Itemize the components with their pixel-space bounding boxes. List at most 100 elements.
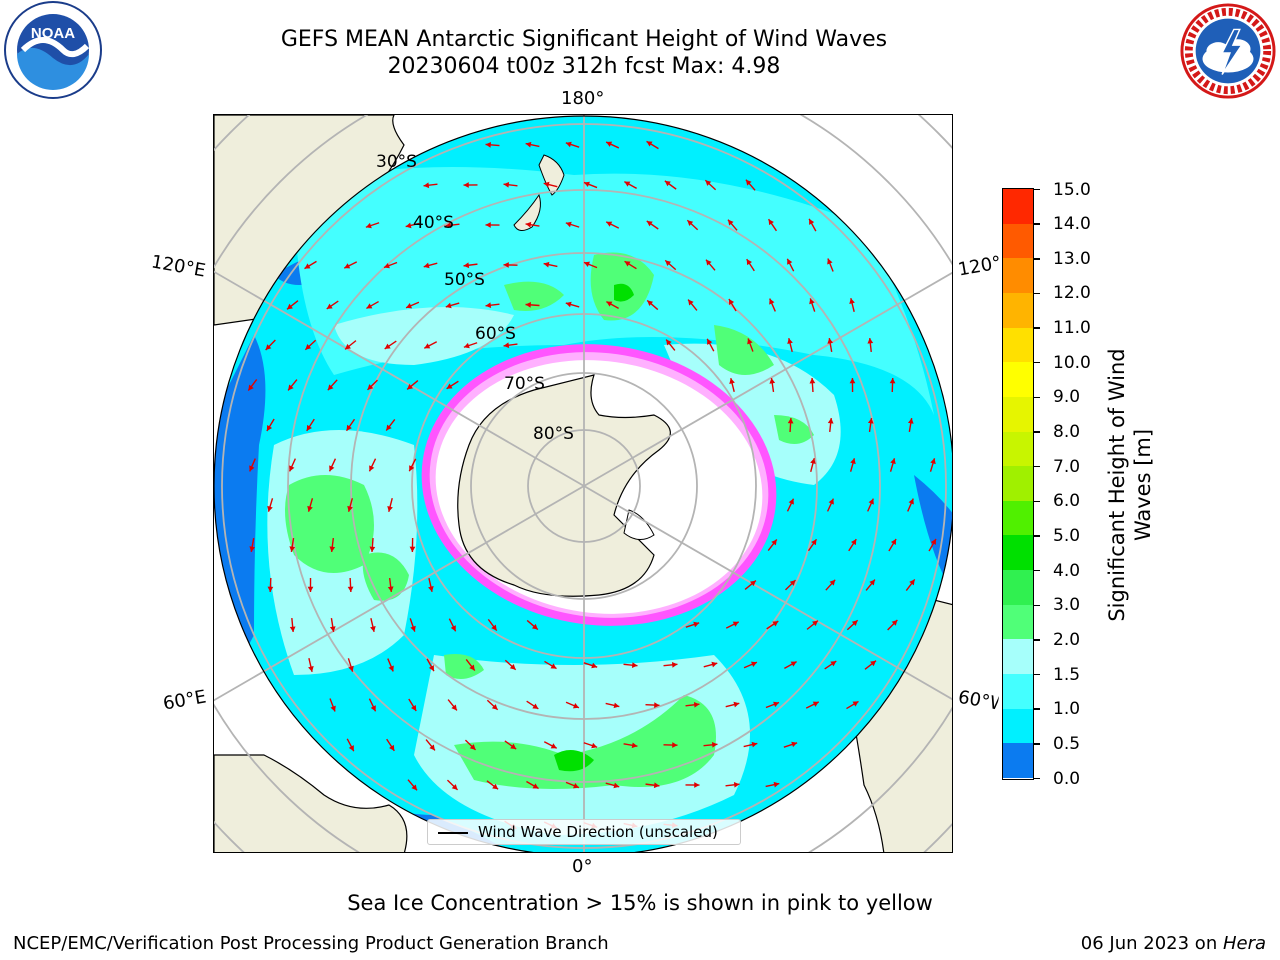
wind-arrow-head xyxy=(809,378,816,384)
colorbar-segment xyxy=(1003,466,1033,502)
colorbar-tick-mark xyxy=(1034,361,1040,364)
colorbar-tick-label: 14.0 xyxy=(1053,214,1091,235)
footer-date-text: 06 Jun 2023 on xyxy=(1080,933,1223,954)
wind-arrow-head xyxy=(812,620,818,627)
wind-arrow-head xyxy=(565,141,572,148)
wind-arrow-head xyxy=(267,586,274,592)
nws-logo xyxy=(1180,3,1276,99)
wind-arrow-head xyxy=(249,546,256,552)
wind-arrow-head xyxy=(503,262,509,268)
wind-arrow-head xyxy=(789,580,796,586)
legend-label: Wind Wave Direction (unscaled) xyxy=(478,823,718,841)
wind-arrow-head xyxy=(346,424,352,431)
lon-label-120w: 120°W xyxy=(956,252,1002,281)
wind-arrow-head xyxy=(850,458,856,465)
wind-arrow-head xyxy=(671,661,678,668)
colorbar-tick-mark xyxy=(1034,431,1040,433)
wind-wave-arrows xyxy=(247,140,937,830)
colorbar-tick-mark xyxy=(1034,500,1040,503)
wind-arrow-head xyxy=(631,742,638,749)
wind-arrow-head xyxy=(348,745,354,752)
wind-arrow-head xyxy=(654,702,660,708)
colorbar-segment xyxy=(1003,396,1033,433)
wind-arrow-head xyxy=(451,704,457,711)
wind-arrow-head xyxy=(769,378,776,384)
wind-arrow-head xyxy=(409,546,416,552)
wind-arrow-head xyxy=(383,262,390,269)
wind-arrow-head xyxy=(733,701,740,708)
wind-arrow-head xyxy=(491,704,498,710)
wind-arrow-head xyxy=(664,180,671,187)
wind-arrow-head xyxy=(469,744,476,750)
antarctica-land xyxy=(457,374,671,597)
colorbar-segment xyxy=(1003,604,1033,640)
wind-arrow-head xyxy=(450,625,456,632)
colorbar-tick-mark xyxy=(1034,535,1040,537)
wind-arrow-head xyxy=(750,661,757,667)
wind-arrow-head xyxy=(746,259,752,266)
wind-arrow-head xyxy=(411,784,418,791)
colorbar-segment xyxy=(1003,535,1033,571)
wind-arrow-head xyxy=(747,338,753,345)
wind-arrow-head xyxy=(543,181,550,188)
colorbar-segment xyxy=(1003,223,1033,259)
wind-arrow-head xyxy=(532,703,539,709)
wind-arrow-head xyxy=(308,666,314,672)
wind-arrow-head xyxy=(613,782,620,789)
wind-arrow-head xyxy=(583,181,590,188)
wind-arrow-head xyxy=(745,179,752,186)
wind-arrow-head xyxy=(772,621,779,627)
wind-arrow-head xyxy=(387,586,394,592)
wind-arrow-head xyxy=(631,662,638,669)
lon-label-0: 0° xyxy=(572,856,593,877)
wind-arrow-head xyxy=(267,505,273,512)
colorbar-tick-mark xyxy=(1034,292,1040,295)
wind-arrow-head xyxy=(811,539,817,546)
colorbar-tick-label: 13.0 xyxy=(1053,248,1091,269)
wind-arrow-head xyxy=(583,261,590,268)
colorbar xyxy=(1002,188,1034,780)
colorbar-segment xyxy=(1003,327,1033,363)
wind-arrow-head xyxy=(366,303,373,309)
wind-arrow-head xyxy=(407,383,413,390)
wind-arrow-head xyxy=(329,465,335,472)
wind-arrow-head xyxy=(653,782,660,789)
wind-arrow-head xyxy=(693,701,700,708)
wind-arrow-head xyxy=(327,384,334,391)
colorbar-tick-label: 4.0 xyxy=(1053,560,1081,581)
wind-arrow-head xyxy=(304,263,311,269)
colorbar-tick-mark xyxy=(1034,604,1040,606)
wind-arrow-head xyxy=(344,263,351,269)
wind-arrow-head xyxy=(429,744,435,751)
wind-arrow-head xyxy=(410,625,416,632)
wind-arrow-head xyxy=(525,221,532,228)
wind-arrow-head xyxy=(389,744,395,751)
wind-arrow-head xyxy=(345,343,351,350)
colorbar-tick-mark xyxy=(1034,673,1040,676)
wind-arrow-head xyxy=(773,781,780,788)
wind-arrow-head xyxy=(510,743,517,750)
colorbar-segment xyxy=(1003,431,1033,467)
wind-arrow-head xyxy=(829,579,836,586)
wind-arrow-head xyxy=(891,619,898,626)
wind-arrow-head xyxy=(790,661,797,667)
wind-arrow-head xyxy=(624,181,631,187)
wind-arrow-head xyxy=(868,498,874,505)
wind-arrow-head xyxy=(424,343,431,349)
map-panel xyxy=(213,114,953,853)
wind-arrow-head xyxy=(550,743,557,749)
colorbar-segment xyxy=(1003,292,1033,329)
colorbar-segment xyxy=(1003,743,1033,779)
wind-arrow-head xyxy=(248,384,254,391)
wind-arrow-head xyxy=(463,262,470,269)
wind-arrow-head xyxy=(867,418,874,424)
colorbar-tick-mark xyxy=(1034,223,1040,225)
wind-arrow-head xyxy=(370,705,376,712)
wind-arrow-head xyxy=(543,261,550,268)
wind-arrow-head xyxy=(405,222,412,229)
wind-arrow-head xyxy=(485,302,492,309)
wind-arrow-head xyxy=(827,258,833,265)
wind-arrow-head xyxy=(729,378,735,385)
wind-arrow-head xyxy=(445,222,452,229)
wind-arrow-head xyxy=(830,661,837,667)
